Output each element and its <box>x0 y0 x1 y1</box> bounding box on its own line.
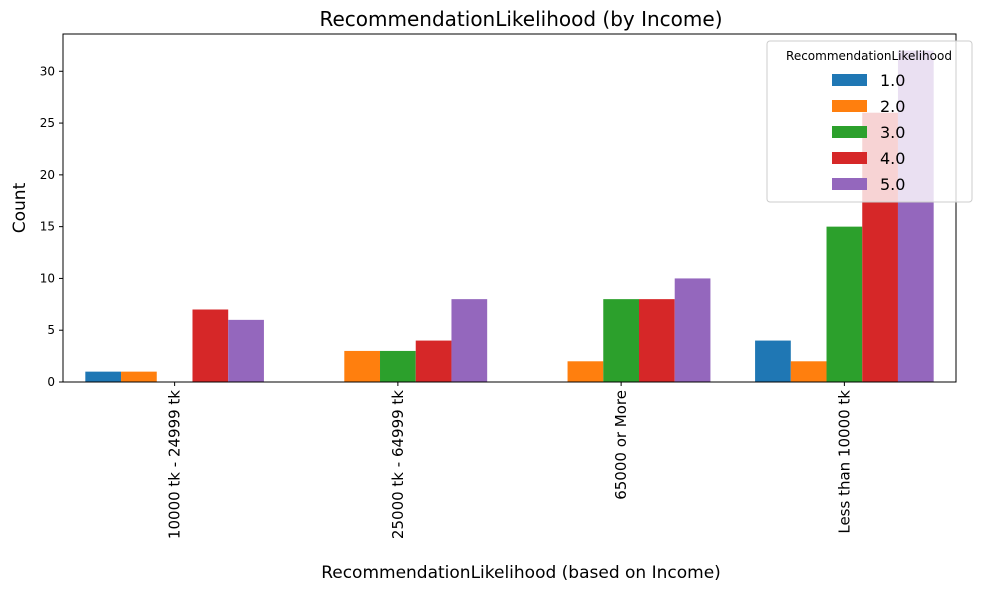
legend-label: 1.0 <box>880 71 905 90</box>
legend-title: RecommendationLikelihood <box>786 49 952 63</box>
legend-swatch <box>832 74 867 86</box>
bar-1-0-cat-0 <box>85 371 122 382</box>
legend-swatch <box>832 178 867 190</box>
y-tick-label: 25 <box>40 116 55 130</box>
bar-3-0-cat-2 <box>603 299 639 382</box>
y-tick-label: 5 <box>47 323 55 337</box>
legend-label: 5.0 <box>880 175 905 194</box>
y-axis: 0 5 10 15 20 25 30 <box>40 64 63 389</box>
legend-swatch <box>832 152 867 164</box>
bar-5-0-cat-0 <box>228 319 264 382</box>
legend-swatch <box>832 100 867 112</box>
bar-4-0-cat-2 <box>638 299 675 382</box>
y-tick-label: 30 <box>40 64 55 78</box>
legend-label: 3.0 <box>880 123 905 142</box>
x-axis-label: RecommendationLikelihood (based on Incom… <box>321 563 721 583</box>
x-tick-label: Less than 10000 tk <box>835 390 853 534</box>
bar-4-0-cat-1 <box>415 340 452 382</box>
bar-3-0-cat-1 <box>380 350 416 382</box>
x-tick-label: 25000 tk - 64999 tk <box>389 390 407 539</box>
bar-1-0-cat-3 <box>755 340 791 382</box>
bar-2-0-cat-3 <box>790 361 827 382</box>
legend-swatch <box>832 126 867 138</box>
x-tick-label: 65000 or More <box>612 390 630 500</box>
legend: RecommendationLikelihood 1.0 2.0 3.0 4.0 5.0 <box>766 40 973 203</box>
y-tick-label: 15 <box>40 220 55 234</box>
bar-2-0-cat-2 <box>567 361 604 382</box>
x-tick-label: 10000 tk - 24999 tk <box>166 390 184 539</box>
chart-title: RecommendationLikelihood (by Income) <box>319 7 722 31</box>
bars-group <box>85 50 934 383</box>
y-tick-label: 0 <box>47 375 55 389</box>
bar-2-0-cat-1 <box>344 350 381 382</box>
bar-3-0-cat-3 <box>826 226 863 382</box>
legend-box <box>766 40 973 203</box>
x-axis: 10000 tk - 24999 tk 25000 tk - 64999 tk 65… <box>166 382 853 539</box>
legend-label: 4.0 <box>880 149 905 168</box>
plot-frame <box>62 33 957 383</box>
y-axis-label: Count <box>10 182 30 233</box>
bar-4-0-cat-0 <box>192 309 229 382</box>
bar-5-0-cat-2 <box>674 278 711 382</box>
y-tick-label: 20 <box>40 168 55 182</box>
bar-5-0-cat-1 <box>451 299 488 382</box>
bar-2-0-cat-0 <box>121 371 157 382</box>
y-tick-label: 10 <box>40 271 55 285</box>
legend-label: 2.0 <box>880 97 905 116</box>
